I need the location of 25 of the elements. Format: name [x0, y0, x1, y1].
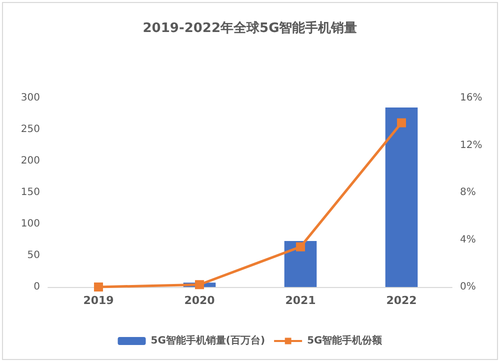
y2-tick-label: 12% — [460, 140, 482, 151]
y2-tick-label: 0% — [460, 282, 476, 292]
y-tick-label: 300 — [20, 92, 40, 104]
bar — [284, 241, 317, 287]
y-tick-label: 50 — [27, 250, 40, 261]
y-tick-label: 150 — [20, 187, 40, 198]
y2-tick-label: 16% — [460, 92, 482, 104]
y2-tick-label: 8% — [460, 187, 476, 198]
chart-title: 2019-2022年全球5G智能手机销量 — [142, 20, 358, 36]
y2-tick-label: 4% — [460, 234, 476, 246]
x-tick-label: 2021 — [285, 294, 316, 307]
x-tick-label: 2022 — [386, 294, 417, 307]
legend-label: 5G智能手机销量(百万台) — [150, 334, 266, 346]
legend-label: 5G智能手机份额 — [307, 334, 384, 346]
point — [195, 280, 204, 290]
point — [296, 242, 305, 252]
point — [94, 282, 103, 292]
y-tick-label: 100 — [20, 218, 40, 230]
x-tick-label: 2020 — [184, 294, 216, 307]
y-tick-label: 250 — [20, 124, 40, 135]
point — [397, 118, 406, 128]
x-tick-label: 2019 — [83, 294, 114, 307]
bar — [385, 107, 418, 287]
y-tick-label: 200 — [20, 156, 40, 166]
y-tick-label: 0 — [34, 282, 40, 292]
